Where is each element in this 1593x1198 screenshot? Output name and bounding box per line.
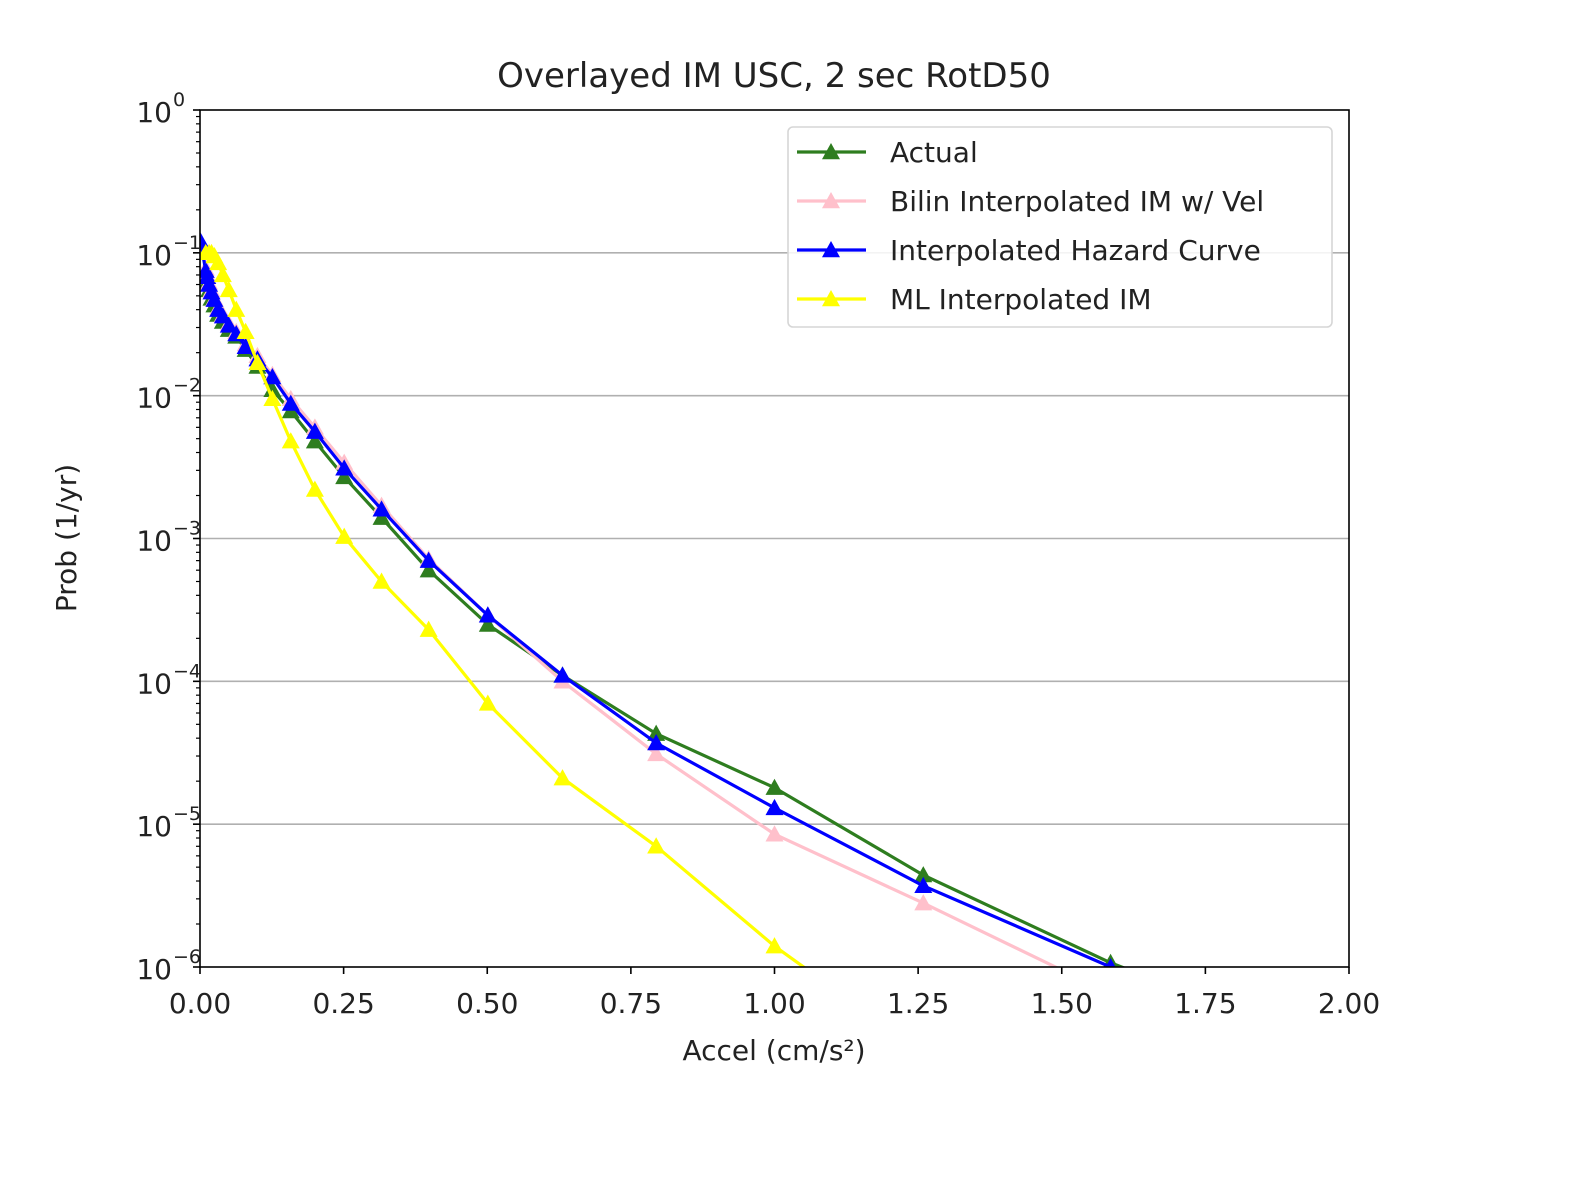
data-point-marker <box>647 837 666 854</box>
data-point-marker <box>914 1044 932 1060</box>
data-point-marker <box>248 353 267 370</box>
data-point-marker <box>1337 1044 1355 1060</box>
chart-title: Overlayed IM USC, 2 sec RotD50 <box>497 56 1051 96</box>
data-point-marker <box>765 778 784 795</box>
y-tick-label: 10 <box>136 953 172 986</box>
series-line <box>204 267 1060 967</box>
data-point-marker <box>1105 958 1116 967</box>
data-point-marker <box>305 432 324 449</box>
data-point-marker <box>647 724 666 741</box>
data-point-marker <box>236 322 255 339</box>
x-tick-label: 1.25 <box>887 987 949 1020</box>
data-point-marker <box>219 280 238 298</box>
y-tick-exponent: −3 <box>173 518 201 540</box>
legend-marker-triangle-icon <box>822 241 840 258</box>
data-point-marker <box>914 866 933 883</box>
legend-label: Bilin Interpolated IM w/ Vel <box>890 185 1264 218</box>
legend-item: Interpolated Hazard Curve <box>797 234 1261 267</box>
data-point-marker <box>914 894 933 911</box>
data-point-marker <box>1337 1058 1355 1074</box>
series-group <box>200 232 1355 1074</box>
x-tick-label: 0.00 <box>169 987 231 1020</box>
x-tick-label: 1.50 <box>1031 987 1093 1020</box>
data-point-marker <box>281 394 300 411</box>
data-point-marker <box>553 666 572 683</box>
data-point-marker <box>263 368 282 385</box>
data-point-marker <box>263 389 282 407</box>
y-tick-exponent: −2 <box>173 375 201 397</box>
legend: Actual Bilin Interpolated IM w/ Vel Interp… <box>787 126 1333 328</box>
data-point-marker <box>227 300 246 317</box>
y-tick-label: 10 <box>136 96 172 129</box>
y-tick-exponent: −4 <box>173 660 201 682</box>
legend-marker-triangle-icon <box>822 143 840 160</box>
legend-marker-triangle-icon <box>822 290 840 307</box>
series-line <box>204 274 1127 967</box>
y-tick-label: 10 <box>136 525 172 558</box>
y-axis-label: Prob (1/yr) <box>50 464 83 612</box>
legend-item: ML Interpolated IM <box>797 283 1152 316</box>
legend-marker-triangle-icon <box>822 192 840 209</box>
series-line <box>205 251 807 967</box>
legend-box <box>787 126 1333 328</box>
data-point-marker <box>219 316 238 333</box>
x-tick-label: 2.00 <box>1318 987 1380 1020</box>
grid-lines <box>200 252 1349 825</box>
data-point-marker <box>372 572 391 589</box>
data-point-marker <box>335 459 354 476</box>
legend-label: Interpolated Hazard Curve <box>890 234 1261 267</box>
x-tick-label: 0.50 <box>456 987 518 1020</box>
y-tick-label: 10 <box>136 239 172 272</box>
legend-label: ML Interpolated IM <box>890 283 1152 316</box>
data-point-marker <box>335 527 354 544</box>
data-point-marker <box>200 232 210 249</box>
data-point-marker <box>419 561 438 578</box>
data-point-marker <box>1102 985 1120 1001</box>
data-point-marker <box>209 253 228 271</box>
data-point-marker <box>647 744 666 762</box>
legend-item: Actual <box>797 136 978 169</box>
y-tick-label: 10 <box>136 667 172 700</box>
data-point-marker <box>236 337 255 354</box>
data-point-marker <box>335 467 354 485</box>
x-tick-label: 0.25 <box>312 987 374 1020</box>
data-point-marker <box>419 620 438 637</box>
series-interpolated-hazard-curve <box>200 232 1355 1074</box>
data-point-marker <box>478 606 497 623</box>
legend-label: Actual <box>890 136 978 169</box>
data-point-marker <box>914 876 933 894</box>
data-point-marker <box>553 769 572 786</box>
x-tick-label: 1.75 <box>1174 987 1236 1020</box>
y-tick-exponent: 0 <box>173 89 185 111</box>
data-point-marker <box>372 500 391 517</box>
data-point-marker <box>478 615 497 632</box>
data-point-marker <box>263 380 282 397</box>
data-point-marker <box>647 734 666 751</box>
data-point-marker <box>213 265 232 283</box>
data-point-marker <box>765 798 784 816</box>
data-point-marker <box>765 825 784 842</box>
series-bilin-interpolated-im-w-vel <box>200 259 1120 1001</box>
data-point-marker <box>419 551 438 568</box>
data-point-marker <box>305 422 324 439</box>
series-ml-interpolated-im <box>200 243 932 1060</box>
data-point-marker <box>281 432 300 449</box>
x-axis-label: Accel (cm/s²) <box>682 1034 865 1067</box>
data-point-marker <box>372 508 391 525</box>
y-tick-exponent: −1 <box>173 232 201 254</box>
x-tick-label: 0.75 <box>600 987 662 1020</box>
y-tick-exponent: −5 <box>173 803 201 825</box>
x-tick-label: 1.00 <box>743 987 805 1020</box>
data-point-marker <box>765 937 784 954</box>
y-tick-label: 10 <box>136 810 172 843</box>
data-point-marker <box>478 694 497 711</box>
y-tick-label: 10 <box>136 382 172 415</box>
data-point-marker <box>305 480 324 497</box>
y-tick-exponent: −6 <box>173 946 201 968</box>
data-point-marker <box>200 267 217 284</box>
legend-item: Bilin Interpolated IM w/ Vel <box>797 185 1264 218</box>
